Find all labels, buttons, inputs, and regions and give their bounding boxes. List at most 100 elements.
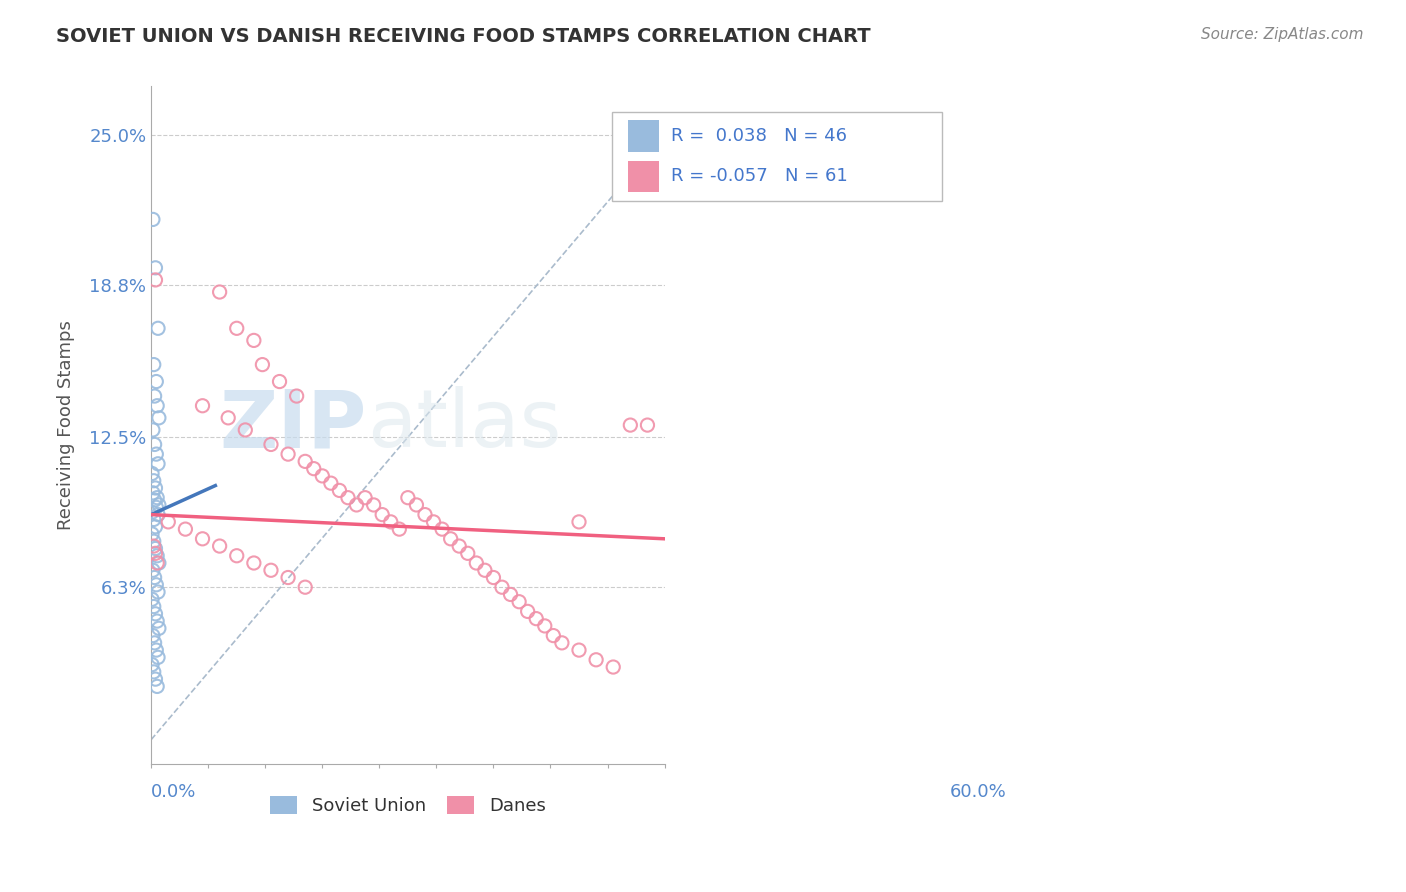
Point xyxy=(143,389,166,403)
Point xyxy=(277,447,299,461)
Point xyxy=(145,541,167,556)
Point xyxy=(142,599,165,614)
Point xyxy=(413,508,436,522)
Point xyxy=(146,457,169,471)
Point xyxy=(142,665,165,679)
Point xyxy=(148,556,170,570)
Point xyxy=(145,643,167,657)
Point xyxy=(319,476,342,491)
Point xyxy=(491,580,513,594)
Point xyxy=(285,389,308,403)
Point xyxy=(499,587,522,601)
Point xyxy=(302,461,325,475)
Point xyxy=(145,578,167,592)
Point xyxy=(157,515,180,529)
Point xyxy=(148,498,170,512)
Point xyxy=(143,636,166,650)
Point xyxy=(474,563,496,577)
Point xyxy=(260,437,283,451)
Point xyxy=(311,469,333,483)
Point xyxy=(142,539,165,553)
Point xyxy=(143,493,166,508)
Point xyxy=(148,410,170,425)
Point xyxy=(482,570,505,584)
Text: R =  0.038   N = 46: R = 0.038 N = 46 xyxy=(671,127,846,145)
Point xyxy=(145,519,167,533)
Point xyxy=(380,515,402,529)
Point xyxy=(405,498,427,512)
Point xyxy=(508,595,530,609)
Point xyxy=(146,680,169,694)
Point xyxy=(142,474,165,488)
Point xyxy=(636,418,658,433)
Point xyxy=(145,500,167,515)
Point xyxy=(208,285,231,299)
Point xyxy=(146,399,169,413)
Point xyxy=(145,375,167,389)
Point xyxy=(430,522,453,536)
Point xyxy=(225,549,247,563)
Point xyxy=(217,410,239,425)
Point xyxy=(191,532,214,546)
Point xyxy=(243,334,266,348)
Text: 60.0%: 60.0% xyxy=(950,783,1007,801)
Point xyxy=(208,539,231,553)
Point xyxy=(146,650,169,665)
Point xyxy=(142,534,165,549)
Point xyxy=(269,375,291,389)
Point xyxy=(294,454,316,468)
Legend: Soviet Union, Danes: Soviet Union, Danes xyxy=(263,789,553,822)
Point xyxy=(142,423,165,437)
Point xyxy=(145,481,167,495)
Point xyxy=(440,532,463,546)
Point xyxy=(371,508,394,522)
Point xyxy=(174,522,197,536)
Point xyxy=(145,546,167,560)
Point xyxy=(396,491,419,505)
Point xyxy=(422,515,444,529)
Point xyxy=(145,273,167,287)
Point xyxy=(142,629,165,643)
Point xyxy=(457,546,479,560)
Point xyxy=(146,321,169,335)
Point xyxy=(524,612,547,626)
Point xyxy=(143,570,166,584)
Point xyxy=(277,570,299,584)
Point xyxy=(346,498,368,512)
Text: R = -0.057   N = 61: R = -0.057 N = 61 xyxy=(671,167,848,185)
Point xyxy=(585,653,607,667)
Point xyxy=(225,321,247,335)
Point xyxy=(336,491,359,505)
Point xyxy=(252,358,274,372)
Point xyxy=(146,549,169,563)
Point xyxy=(146,508,169,522)
Point xyxy=(568,643,591,657)
Text: atlas: atlas xyxy=(367,386,561,464)
Point xyxy=(148,621,170,635)
Point xyxy=(354,491,377,505)
Point xyxy=(328,483,350,498)
Point xyxy=(146,491,169,505)
Point xyxy=(243,556,266,570)
Point xyxy=(145,672,167,686)
Point xyxy=(142,563,165,577)
Point xyxy=(145,260,167,275)
Point xyxy=(141,657,163,672)
Text: 0.0%: 0.0% xyxy=(152,783,197,801)
Point xyxy=(141,505,163,519)
Text: SOVIET UNION VS DANISH RECEIVING FOOD STAMPS CORRELATION CHART: SOVIET UNION VS DANISH RECEIVING FOOD ST… xyxy=(56,27,870,45)
Text: Source: ZipAtlas.com: Source: ZipAtlas.com xyxy=(1201,27,1364,42)
Point xyxy=(145,447,167,461)
Point xyxy=(516,604,538,618)
Point xyxy=(465,556,488,570)
Point xyxy=(146,556,169,570)
Point xyxy=(602,660,624,674)
Point xyxy=(551,636,574,650)
Y-axis label: Receiving Food Stamps: Receiving Food Stamps xyxy=(58,320,75,530)
Point xyxy=(142,486,165,500)
Point xyxy=(142,212,165,227)
Point xyxy=(388,522,411,536)
Point xyxy=(141,592,163,607)
Point xyxy=(260,563,283,577)
Point xyxy=(143,437,166,451)
